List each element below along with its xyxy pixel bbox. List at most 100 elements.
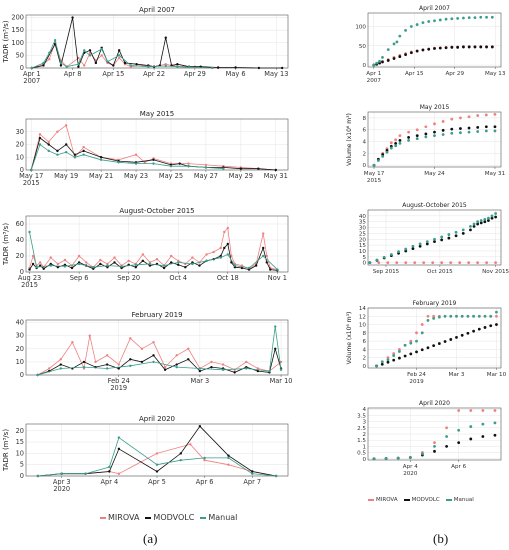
data-point-mirova (476, 114, 480, 117)
data-point-manual (48, 51, 51, 55)
data-point-mirova (415, 331, 418, 335)
data-point-mirova (245, 360, 248, 364)
data-point-mirova (163, 365, 167, 369)
data-point-modvolc (467, 45, 471, 49)
data-point-manual (433, 444, 436, 448)
data-point-modvolc (82, 149, 85, 153)
data-point-manual (396, 456, 400, 460)
y-tick-label: 35 (359, 220, 367, 226)
x-tick-label: Apr 1 (366, 71, 381, 77)
data-point-manual (83, 49, 86, 52)
x-tick-label: Apr 3 (53, 478, 71, 486)
data-point-manual (152, 360, 155, 364)
data-point-mirova (129, 337, 132, 340)
x-tick-label: Sep 2015 (373, 269, 400, 275)
data-point-modvolc (71, 16, 74, 19)
data-point-mirova (143, 161, 146, 164)
data-point-modvolc (42, 64, 45, 67)
data-point-modvolc (490, 216, 494, 220)
plot-frame (367, 307, 502, 369)
data-point-modvolc (398, 55, 402, 58)
x-tick-label: May 31 (264, 172, 288, 180)
data-point-manual (459, 131, 462, 135)
data-point-manual (483, 217, 487, 221)
data-point-mirova (262, 232, 265, 235)
y-tick-label: 14 (359, 306, 367, 312)
data-point-modvolc (386, 59, 390, 62)
data-point-modvolc (449, 338, 453, 341)
x-tick-label: Apr 29 (445, 71, 464, 77)
data-point-modvolc (450, 127, 454, 131)
data-point-manual (495, 310, 498, 314)
data-point-manual (84, 472, 87, 475)
data-point-mirova (467, 261, 471, 265)
data-point-manual (177, 261, 180, 264)
data-point-modvolc (381, 60, 384, 64)
data-point-mirova (155, 452, 159, 455)
data-point-modvolc (392, 358, 396, 362)
data-point-manual (404, 28, 407, 32)
data-point-manual (175, 365, 178, 369)
y-tick-label: 15 (16, 438, 24, 446)
y-tick-label: 0 (20, 371, 24, 379)
data-point-modvolc (117, 49, 121, 52)
data-point-manual (389, 146, 393, 150)
y-tick-label: 0 (20, 472, 24, 480)
series-line-manual (31, 39, 213, 69)
data-point-mirova (457, 409, 461, 412)
data-point-mirova (450, 117, 454, 121)
data-point-mirova (484, 113, 488, 117)
data-point-manual (427, 20, 431, 23)
data-point-manual (65, 65, 68, 68)
data-point-modvolc (392, 57, 396, 60)
data-point-manual (117, 436, 121, 439)
data-point-manual (449, 314, 453, 318)
data-point-modvolc (447, 236, 451, 240)
data-point-mirova (467, 115, 471, 119)
y-tick-label: 100 (355, 25, 366, 31)
y-tick-label: 50 (16, 51, 24, 59)
y-tick-label: 40 (16, 236, 24, 244)
data-point-mirova (395, 261, 399, 265)
y-tick-label: 0 (362, 163, 366, 169)
data-point-manual (386, 48, 390, 52)
data-point-modvolc (47, 143, 50, 146)
data-point-manual (376, 159, 380, 162)
data-point-modvolc (477, 327, 481, 331)
data-point-modvolc (177, 263, 180, 266)
data-point-mirova (88, 334, 91, 337)
data-point-modvolc (175, 363, 178, 366)
data-point-mirova (117, 472, 121, 475)
data-point-manual (404, 247, 408, 251)
data-point-mirova (433, 122, 436, 126)
data-point-mirova (265, 254, 268, 258)
data-point-modvolc (460, 333, 464, 337)
data-point-manual (268, 369, 271, 373)
data-point-manual (30, 168, 33, 172)
data-point-manual (64, 150, 68, 154)
data-point-manual (484, 129, 488, 133)
x-tick-label: May 19 (54, 172, 78, 180)
data-point-mirova (127, 259, 130, 262)
data-point-mirova (221, 363, 225, 366)
data-point-manual (469, 425, 473, 428)
y-tick-label: 100 (11, 39, 24, 47)
data-point-modvolc (227, 454, 230, 457)
data-point-mirova (117, 56, 121, 60)
data-point-mirova (94, 360, 97, 364)
data-point-mirova (219, 246, 222, 250)
y-tick-label: 20 (16, 427, 24, 435)
y-tick-label: 2 (362, 356, 366, 362)
data-point-manual (82, 153, 85, 156)
y-tick-label: 0 (362, 261, 366, 267)
x-tick-label: Mar 3 (191, 377, 210, 385)
data-point-modvolc (403, 354, 407, 358)
y-tick-label: 2 (362, 151, 366, 157)
plot-frame (25, 14, 289, 69)
data-point-manual (245, 367, 248, 370)
data-point-modvolc (420, 348, 424, 352)
data-point-manual (105, 367, 109, 370)
data-point-manual (385, 150, 389, 154)
